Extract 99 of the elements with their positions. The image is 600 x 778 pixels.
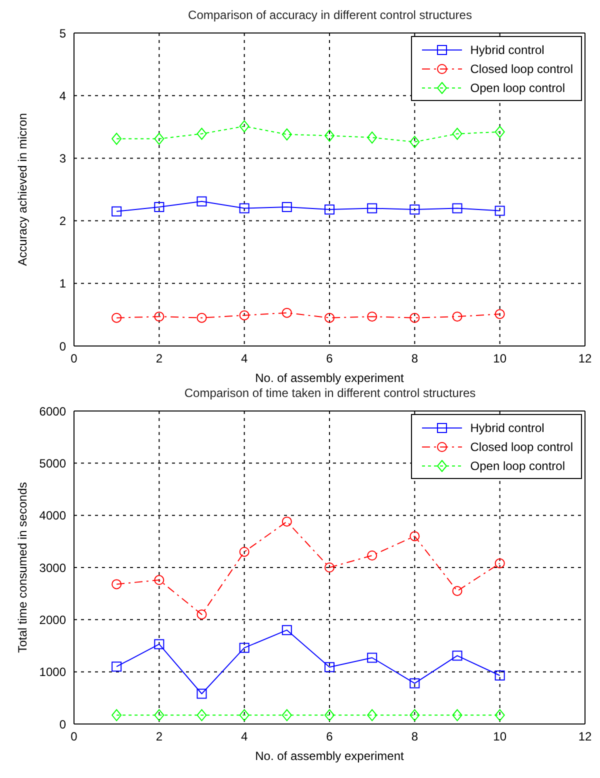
point (367, 312, 378, 322)
point (410, 204, 420, 215)
point (367, 203, 378, 214)
y-tick-label: 3 (59, 151, 66, 166)
x-axis-title: No. of assembly experiment (255, 749, 405, 763)
y-tick-label: 5 (59, 26, 66, 40)
point (324, 709, 334, 722)
point (154, 639, 164, 650)
point (410, 312, 420, 323)
y-tick-label: 6000 (39, 404, 66, 418)
point (282, 128, 292, 140)
point (494, 709, 505, 722)
point (154, 132, 164, 145)
point (196, 709, 207, 722)
point (324, 562, 334, 572)
legend-label: Hybrid control (470, 420, 544, 434)
point (494, 670, 505, 680)
x-tick-label: 0 (70, 730, 78, 744)
y-axis-title: Accuracy achieved in micron (15, 113, 30, 266)
y-tick-label: 3000 (39, 560, 66, 575)
y-tick-label: 1000 (39, 665, 66, 680)
point (367, 132, 378, 144)
point (452, 128, 462, 140)
x-tick-label: 8 (411, 352, 418, 366)
y-tick-label: 0 (59, 717, 66, 732)
point (112, 206, 122, 216)
legend-label: Hybrid control (470, 42, 544, 56)
point (112, 132, 122, 145)
point (239, 546, 250, 557)
point (196, 128, 207, 140)
point (410, 709, 420, 722)
legend-label: Open loop control (470, 458, 565, 472)
point (324, 130, 334, 142)
y-tick-label: 1 (59, 276, 66, 291)
point (154, 312, 164, 322)
point (410, 678, 420, 688)
x-tick-label: 10 (493, 352, 507, 366)
point (239, 642, 250, 653)
x-tick-label: 8 (411, 730, 418, 744)
point (367, 652, 378, 663)
point (410, 531, 420, 542)
point (367, 550, 378, 560)
chart-title: Comparison of accuracy in different control structures (187, 8, 473, 24)
point (452, 650, 462, 661)
point (324, 312, 334, 323)
point (196, 196, 207, 206)
legend-label: Open loop control (470, 80, 565, 94)
x-tick-label: 2 (156, 730, 163, 744)
y-tick-label: 2 (59, 214, 66, 228)
point (112, 662, 122, 672)
y-axis-title: Total time consumed in seconds (15, 482, 30, 653)
point (154, 202, 164, 212)
x-tick-label: 10 (493, 730, 507, 744)
x-tick-label: 4 (240, 352, 248, 366)
y-tick-label: 2000 (39, 612, 66, 627)
point (239, 203, 250, 214)
point (239, 310, 250, 320)
point (452, 312, 462, 322)
point (324, 662, 334, 672)
point (494, 206, 505, 216)
legend-label: Closed loop control (470, 62, 573, 76)
chart-title: Comparison of time taken in different control structures (183, 386, 477, 402)
x-tick-label: 12 (578, 352, 592, 366)
point (282, 308, 292, 318)
point (494, 558, 505, 568)
point (282, 709, 292, 722)
point (196, 688, 207, 699)
point (494, 126, 505, 138)
point (452, 709, 462, 722)
x-tick-label: 12 (578, 730, 592, 744)
y-tick-label: 5000 (39, 456, 66, 470)
x-tick-label: 2 (156, 352, 163, 366)
point (367, 709, 378, 722)
point (196, 609, 207, 620)
point (154, 575, 164, 586)
point (112, 709, 122, 722)
point (154, 709, 164, 722)
point (196, 312, 207, 323)
point (239, 120, 250, 132)
point (452, 586, 462, 596)
legend-label: Closed loop control (470, 440, 573, 454)
point (410, 136, 420, 148)
point (282, 516, 292, 527)
point (324, 204, 334, 215)
point (239, 709, 250, 722)
point (112, 312, 122, 323)
point (494, 309, 505, 320)
point (282, 202, 292, 212)
point (112, 579, 122, 590)
x-tick-label: 4 (240, 730, 248, 744)
point (282, 625, 292, 636)
x-tick-label: 6 (326, 352, 334, 366)
y-tick-label: 4 (59, 88, 66, 103)
point (452, 203, 462, 214)
x-tick-label: 6 (326, 730, 334, 744)
x-axis-title: No. of assembly experiment (255, 371, 405, 385)
y-tick-label: 4000 (39, 508, 66, 523)
x-tick-label: 0 (70, 352, 78, 366)
y-tick-label: 0 (59, 339, 66, 354)
